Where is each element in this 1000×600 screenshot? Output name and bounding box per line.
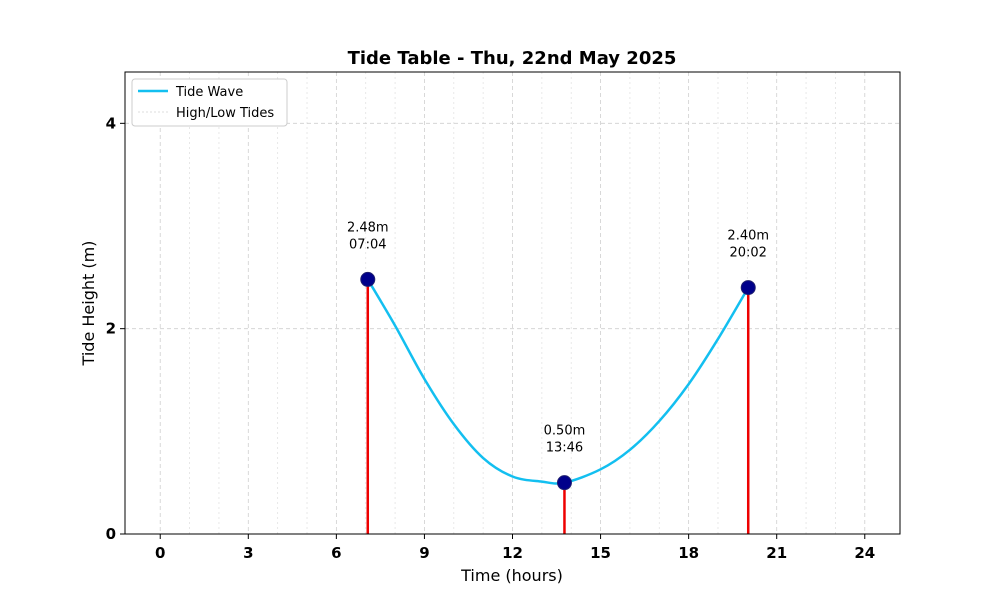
legend-label-high-low-tides: High/Low Tides: [176, 106, 274, 121]
tide-wave-line: [366, 278, 750, 485]
legend-box: [131, 78, 288, 127]
x-tick-label: 12: [502, 544, 523, 562]
x-tick-label: 21: [766, 544, 787, 562]
y-tick-label: 2: [106, 320, 116, 338]
chart-title: Tide Table - Thu, 22nd May 2025: [348, 48, 677, 69]
x-tick-label: 9: [419, 544, 429, 562]
x-tick-label: 24: [854, 544, 875, 562]
x-axis-ticks: 0 3 6 9 12 15 18 21 24: [155, 534, 875, 562]
y-axis-ticks: 0 2 4: [106, 114, 125, 543]
tide-height-label: 2.48m: [347, 220, 389, 235]
tide-marker: [360, 271, 376, 287]
x-tick-label: 18: [678, 544, 699, 562]
tide-markers: [360, 271, 756, 491]
legend: Tide Wave High/Low Tides: [131, 78, 288, 127]
major-grid: [125, 72, 900, 534]
y-tick-label: 4: [106, 114, 116, 132]
y-axis-label: Tide Height (m): [79, 241, 98, 367]
tide-marker: [556, 475, 572, 491]
x-tick-label: 6: [331, 544, 341, 562]
tide-stems: [366, 279, 750, 534]
y-tick-label: 0: [106, 525, 116, 543]
x-axis-label: Time (hours): [460, 566, 563, 585]
tide-time-label: 13:46: [546, 441, 583, 456]
tide-height-label: 2.40m: [727, 229, 769, 244]
tide-marker: [740, 280, 756, 296]
tide-time-label: 20:02: [729, 246, 766, 261]
tide-time-label: 07:04: [349, 237, 386, 252]
x-tick-label: 3: [243, 544, 253, 562]
tide-annotations: 2.48m 07:04 0.50m 13:46 2.40m 20:02: [347, 220, 769, 455]
tide-height-label: 0.50m: [544, 424, 586, 439]
x-tick-label: 0: [155, 544, 165, 562]
legend-label-tide-wave: Tide Wave: [175, 85, 243, 100]
x-tick-label: 15: [590, 544, 611, 562]
